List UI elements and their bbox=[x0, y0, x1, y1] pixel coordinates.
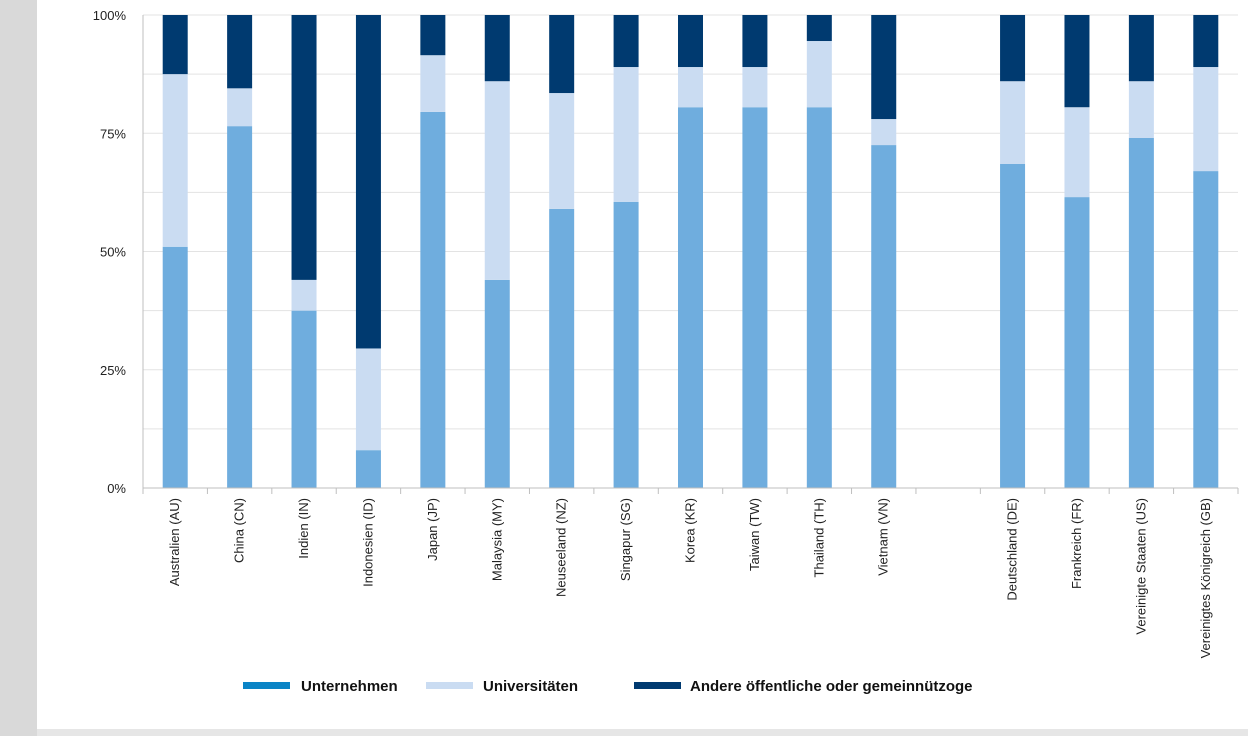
bar-segment-universitaeten bbox=[1128, 81, 1154, 138]
legend-swatch bbox=[426, 682, 473, 689]
bar-segment-andere bbox=[678, 15, 703, 68]
bar-segment-andere bbox=[549, 15, 575, 94]
bar-segment-andere bbox=[420, 15, 446, 56]
bar-segment-unternehmen bbox=[678, 107, 703, 489]
x-tick-label: Malaysia (MY) bbox=[489, 498, 504, 581]
bar-segment-universitaeten bbox=[420, 55, 446, 112]
bar-segment-unternehmen bbox=[484, 279, 510, 488]
bar-segment-unternehmen bbox=[871, 145, 897, 488]
legend-swatch bbox=[243, 682, 290, 689]
bar-segment-unternehmen bbox=[1128, 137, 1154, 489]
x-tick-label: Taiwan (TW) bbox=[747, 498, 762, 571]
bar-segment-unternehmen bbox=[355, 450, 381, 488]
bar-segment-unternehmen bbox=[549, 208, 575, 488]
bar-segment-universitaeten bbox=[742, 67, 768, 108]
x-tick-label: Vietnam (VN) bbox=[876, 498, 891, 576]
legend-label: Unternehmen bbox=[301, 678, 398, 695]
y-tick-label: 25% bbox=[100, 363, 126, 378]
x-tick-label: China (CN) bbox=[232, 498, 247, 563]
bar-segment-universitaeten bbox=[355, 348, 381, 451]
bar-segment-universitaeten bbox=[678, 67, 703, 108]
y-tick-label: 75% bbox=[100, 126, 126, 141]
bar-segment-andere bbox=[806, 15, 832, 42]
y-tick-label: 50% bbox=[100, 245, 126, 260]
bar-segment-andere bbox=[742, 15, 768, 68]
bar-segment-andere bbox=[227, 15, 253, 89]
legend-label: Universitäten bbox=[483, 678, 578, 695]
bar-segment-unternehmen bbox=[613, 201, 639, 488]
bar-segment-andere bbox=[355, 15, 381, 349]
bar-segment-andere bbox=[871, 15, 897, 120]
x-tick-label: Japan (JP) bbox=[425, 498, 440, 561]
legend: Unternehmen Universitäten Andere öffentlic… bbox=[243, 678, 973, 695]
x-tick-labels: Australien (AU) China (CN) Indien (IN) Indo… bbox=[167, 498, 1213, 658]
bar-segment-universitaeten bbox=[549, 93, 575, 209]
bar-segment-unternehmen bbox=[1000, 163, 1026, 488]
bar-segment-universitaeten bbox=[484, 81, 510, 280]
x-tick-label: Indonesien (ID) bbox=[360, 498, 375, 587]
bar-segment-universitaeten bbox=[291, 279, 317, 311]
bar-segment-unternehmen bbox=[1064, 197, 1090, 489]
bar-segment-andere bbox=[1064, 15, 1090, 108]
axes bbox=[142, 15, 1239, 494]
bar-segment-unternehmen bbox=[1193, 171, 1219, 488]
x-tick-label: Vereinigtes Königreich (GB) bbox=[1198, 498, 1213, 658]
bar-segment-universitaeten bbox=[613, 67, 639, 202]
bar-segment-andere bbox=[1193, 15, 1219, 68]
bar-segment-universitaeten bbox=[162, 74, 188, 247]
bar-segment-andere bbox=[613, 15, 639, 68]
bar-segment-andere bbox=[1128, 15, 1154, 82]
bar-segment-universitaeten bbox=[1000, 81, 1026, 164]
x-tick-label: Deutschland (DE) bbox=[1005, 498, 1020, 601]
x-tick-label: Singapur (SG) bbox=[618, 498, 633, 581]
x-tick-label: Australien (AU) bbox=[167, 498, 182, 586]
bar-segment-unternehmen bbox=[806, 107, 832, 489]
y-tick-labels: 0% 25% 50% 75% 100% bbox=[93, 8, 127, 496]
left-border bbox=[0, 0, 37, 736]
y-tick-label: 100% bbox=[93, 8, 127, 23]
legend-swatch bbox=[634, 682, 681, 689]
x-tick-label: Korea (KR) bbox=[683, 498, 698, 563]
bar-segment-unternehmen bbox=[162, 246, 188, 488]
bar-segment-andere bbox=[484, 15, 510, 82]
x-tick-label: Frankreich (FR) bbox=[1069, 498, 1084, 589]
y-tick-label: 0% bbox=[107, 481, 126, 496]
bar-segment-universitaeten bbox=[1064, 107, 1090, 198]
bar-segment-unternehmen bbox=[227, 126, 253, 488]
bars bbox=[162, 15, 1219, 489]
bar-segment-unternehmen bbox=[742, 107, 768, 489]
bar-segment-universitaeten bbox=[227, 88, 253, 127]
x-tick-label: Vereinigte Staaten (US) bbox=[1133, 498, 1148, 635]
bottom-border bbox=[37, 729, 1248, 736]
bar-segment-universitaeten bbox=[871, 119, 897, 146]
legend-label: Andere öffentliche oder gemeinnützoge bbox=[690, 678, 973, 695]
bar-segment-andere bbox=[162, 15, 188, 75]
bar-segment-universitaeten bbox=[1193, 67, 1219, 172]
bar-segment-andere bbox=[1000, 15, 1026, 82]
bar-segment-unternehmen bbox=[420, 111, 446, 488]
bar-segment-universitaeten bbox=[806, 41, 832, 108]
bar-segment-unternehmen bbox=[291, 310, 317, 488]
bar-segment-andere bbox=[291, 15, 317, 280]
x-tick-label: Neuseeland (NZ) bbox=[554, 498, 569, 597]
x-tick-label: Thailand (TH) bbox=[811, 498, 826, 577]
x-tick-label: Indien (IN) bbox=[296, 498, 311, 559]
